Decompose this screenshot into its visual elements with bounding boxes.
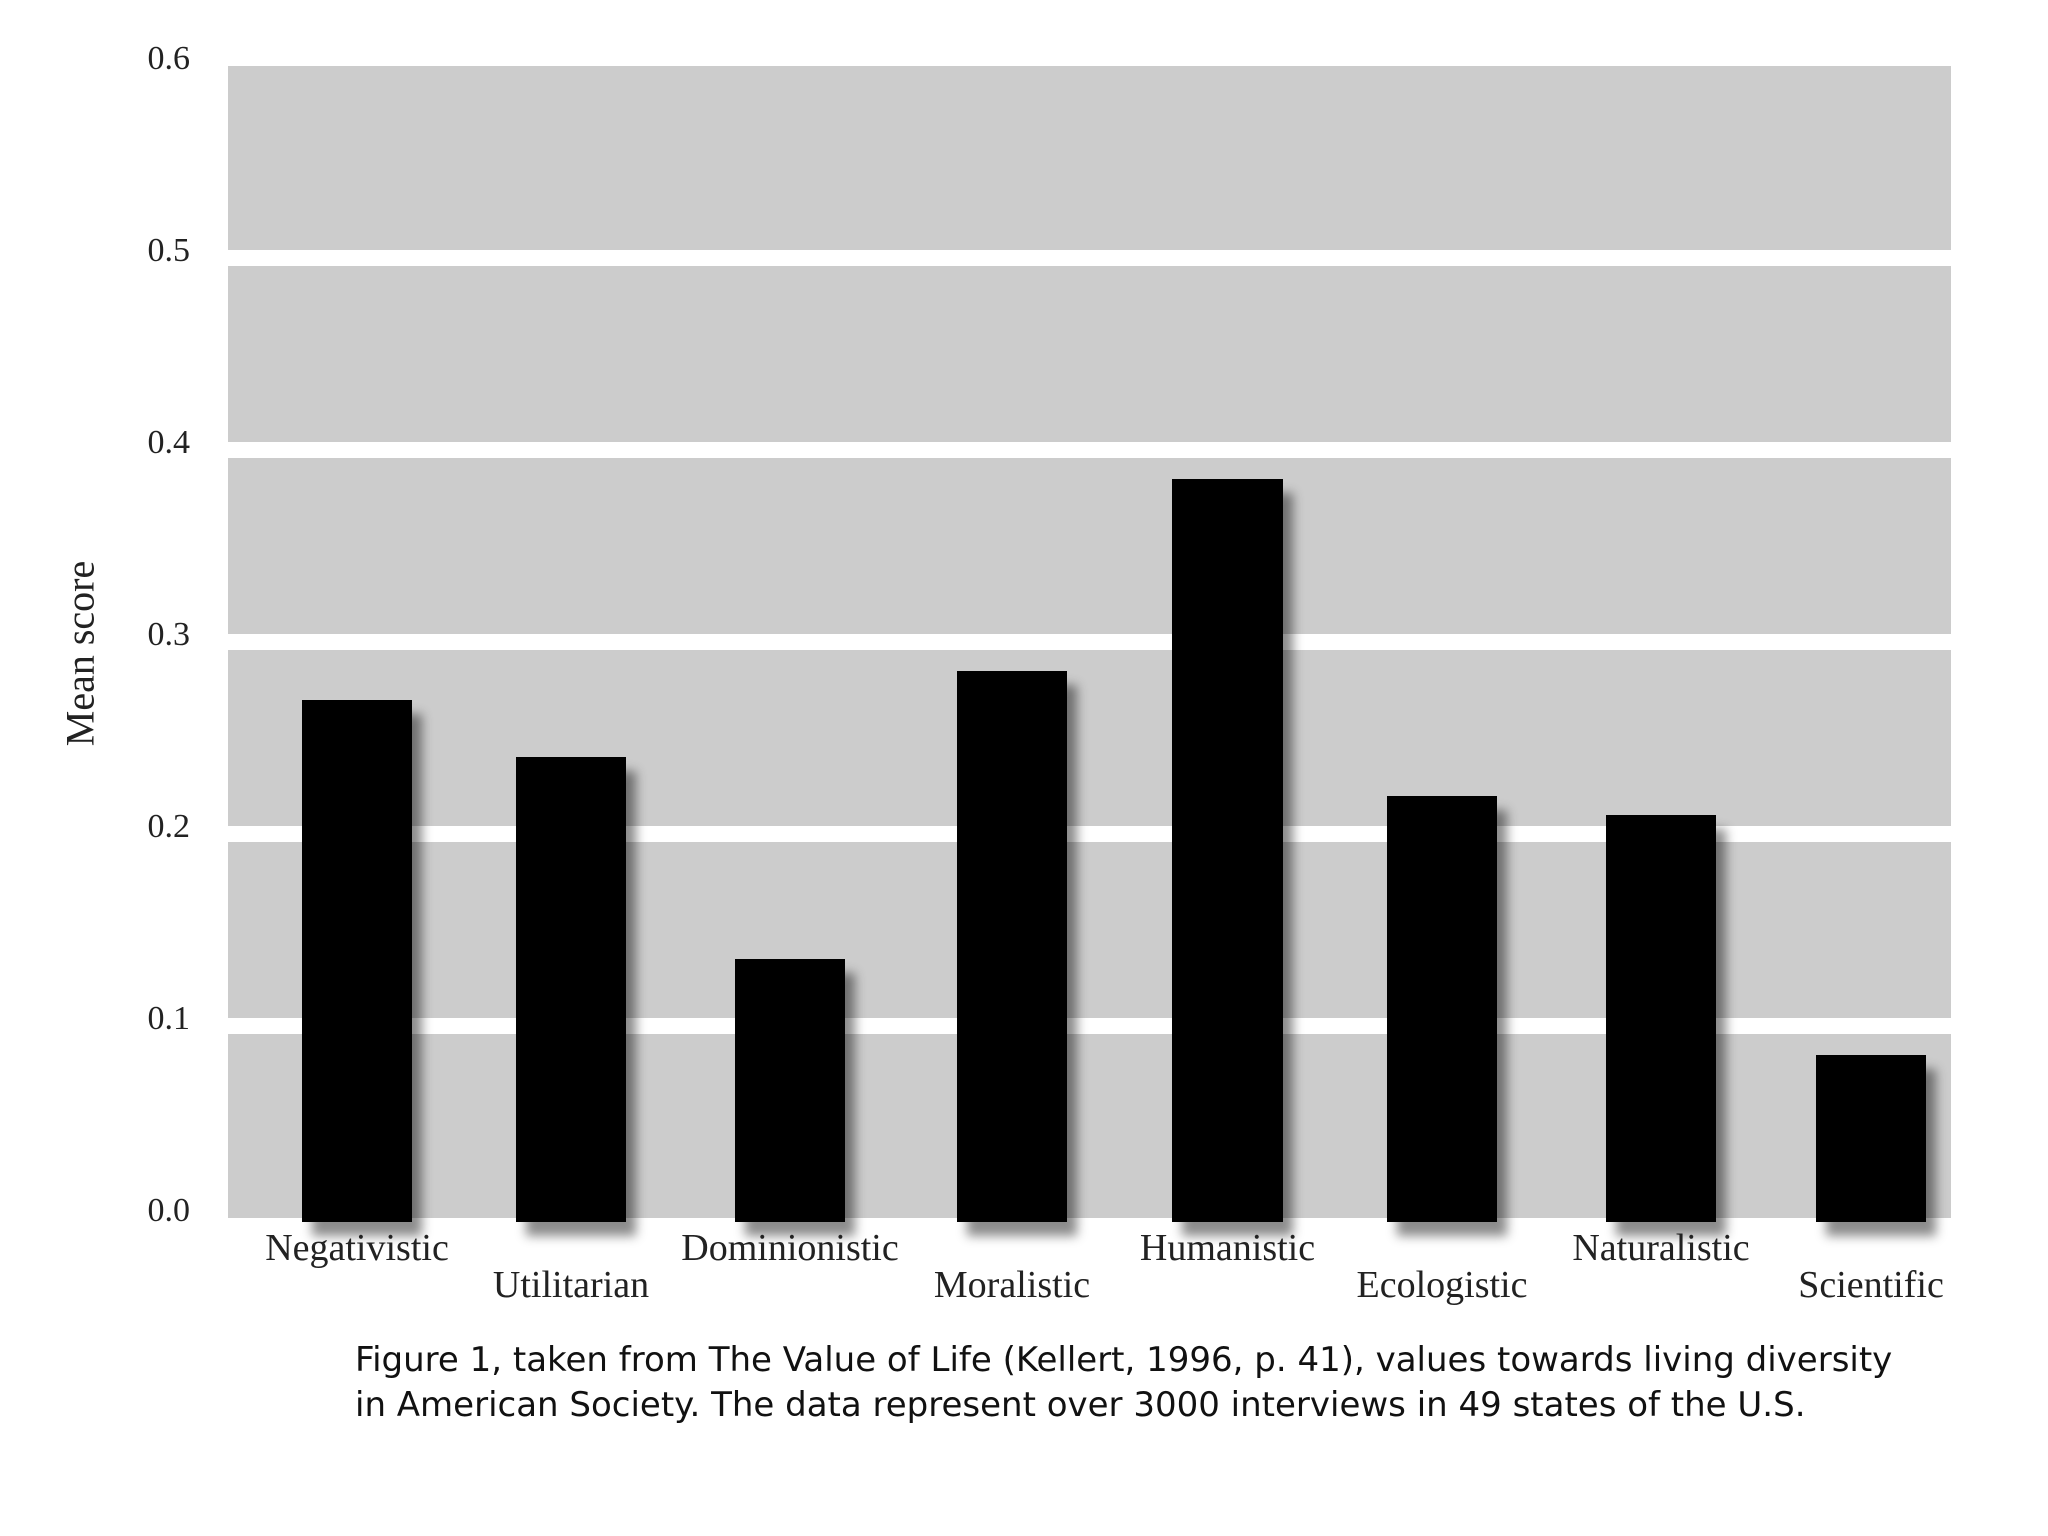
bar-humanistic [1172, 478, 1283, 1222]
x-tick-label: Utilitarian [492, 1264, 650, 1306]
gridline [228, 826, 1951, 842]
gridline [228, 634, 1951, 650]
gridline [228, 1018, 1951, 1034]
gridline [228, 442, 1951, 458]
x-tick-label: Scientific [1798, 1264, 1944, 1306]
bar-negativistic [302, 699, 412, 1222]
bar-dominionistic [735, 958, 845, 1222]
x-tick-label: Naturalistic [1572, 1227, 1750, 1269]
y-tick-label: 0.1 [147, 1000, 191, 1037]
y-tick-label: 0.4 [147, 424, 191, 461]
y-tick-label: 0.5 [147, 232, 191, 269]
x-tick-label: Ecologistic [1356, 1264, 1528, 1306]
x-tick-label: Negativistic [265, 1227, 449, 1269]
x-tick-label: Humanistic [1139, 1227, 1316, 1269]
x-tick-label: Moralistic [933, 1264, 1091, 1306]
bar-ecologistic [1387, 795, 1497, 1222]
y-axis-label: Mean score [57, 560, 103, 747]
bar-naturalistic [1606, 814, 1716, 1222]
y-tick-label: 0.3 [147, 616, 191, 653]
figure-caption: Figure 1, taken from The Value of Life (… [355, 1340, 1893, 1425]
bar-scientific [1816, 1054, 1926, 1222]
y-tick-label: 0.2 [147, 808, 191, 845]
y-tick-label: 0.0 [147, 1192, 191, 1229]
x-tick-label: Dominionistic [681, 1227, 899, 1269]
y-tick-label: 0.6 [147, 40, 191, 77]
bar-utilitarian [516, 757, 626, 1222]
bar-moralistic [957, 670, 1067, 1222]
gridline [228, 250, 1951, 266]
